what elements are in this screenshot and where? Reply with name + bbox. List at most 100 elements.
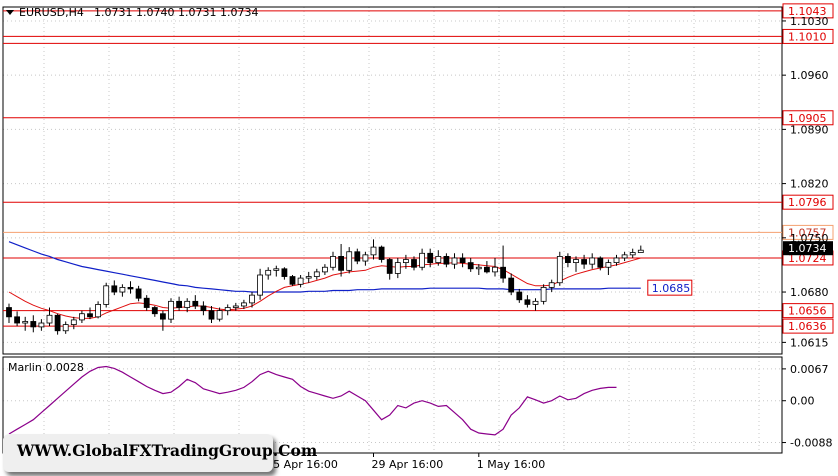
candle-up (330, 256, 336, 268)
time-tick-label: 1 May 16:00 (477, 458, 545, 471)
candle-up (95, 304, 101, 318)
price-pane-frame (2, 6, 783, 355)
candle-down (378, 246, 385, 260)
candle-down (516, 291, 523, 301)
candle-down (54, 314, 61, 332)
candle-up (103, 285, 110, 305)
ma-value-box (647, 279, 693, 296)
level-label: 1.1010 (788, 30, 827, 43)
candle-up (273, 268, 280, 271)
candle-down (354, 251, 361, 262)
candle-up (613, 257, 620, 264)
candle-up (492, 266, 498, 273)
level-label-box (782, 110, 834, 126)
symbol-label: EURUSD,H4 (19, 6, 84, 19)
candle-down (581, 259, 587, 265)
candle-down (338, 256, 345, 271)
candle-up (297, 277, 304, 285)
candle-up (532, 300, 539, 305)
moving-averages: 1.0685 (8, 241, 693, 319)
candle-down (176, 300, 183, 308)
level-label-box (782, 318, 834, 334)
candle-up (637, 249, 644, 253)
candle-up (224, 307, 231, 312)
candle-up (249, 294, 255, 304)
candle-down (289, 276, 296, 285)
price-tick-label: 1.0820 (790, 178, 829, 191)
candle-down (467, 262, 474, 270)
candle-up (362, 254, 369, 262)
indicator-pane: 0.0067 0.00 -0.0088 Marlin 0.0028 (8, 361, 832, 450)
candle-up (621, 254, 628, 259)
candle-down (151, 307, 158, 315)
candle-up (321, 266, 328, 273)
level-label: 1.1043 (788, 5, 827, 18)
candle-up (216, 310, 223, 320)
candle-up (38, 322, 45, 328)
candle-up (240, 302, 247, 307)
ma-slow-line (8, 241, 641, 293)
last-price-label: 1.0734 (788, 242, 827, 255)
level-label: 1.0796 (788, 196, 827, 209)
candle-down (483, 266, 490, 273)
candle-down (500, 266, 507, 279)
candle-down (411, 259, 417, 268)
candle-up (629, 252, 636, 256)
ohlc-values: 1.0731 1.0740 1.0731 1.0734 (94, 6, 258, 19)
candle-down (87, 313, 93, 318)
candle-up (548, 282, 555, 288)
candle-up (313, 271, 320, 277)
indicator-tick-label: 0.00 (790, 395, 815, 408)
candle-down (208, 310, 215, 320)
candle-down (565, 256, 571, 264)
level-label: 1.0905 (788, 112, 827, 125)
price-tick-label: 1.0890 (790, 123, 829, 136)
level-label-box (782, 3, 834, 19)
price-tick-label: 1.0960 (790, 69, 829, 82)
candle-down (14, 316, 21, 324)
candle-up (184, 300, 191, 308)
candle-up (119, 286, 126, 293)
candle-up (62, 324, 69, 332)
candle-down (159, 313, 166, 320)
candle-down (200, 305, 207, 312)
candle-up (22, 321, 29, 324)
candle-up (265, 269, 272, 276)
price-axis: 1.10301.09601.08901.08201.07501.06801.06… (782, 15, 833, 349)
candle-down (192, 300, 199, 307)
watermark: WWW.GlobalFXTradingGroup.Com (3, 434, 317, 472)
price-tick-label: 1.0680 (790, 286, 829, 299)
candle-down (6, 307, 12, 318)
level-label: 1.0656 (788, 305, 827, 318)
candle-down (459, 257, 466, 264)
candle-up (305, 276, 312, 279)
price-levels: 1.10431.10101.09051.07961.07571.07241.06… (3, 3, 834, 334)
candle-down (524, 299, 531, 305)
candle-up (70, 319, 77, 325)
level-label-box (782, 224, 834, 240)
level-label: 1.0636 (788, 320, 827, 333)
candles (6, 239, 644, 335)
candle-down (597, 257, 604, 268)
last-price-box (783, 241, 833, 256)
candle-down (508, 277, 515, 293)
price-tick-label: 1.1030 (790, 15, 829, 28)
candle-down (443, 256, 450, 265)
candle-down (143, 297, 150, 308)
candle-up (589, 257, 596, 265)
candle-up (451, 257, 458, 265)
ma-value-label: 1.0685 (652, 282, 691, 295)
chart-header: EURUSD,H4 1.0731 1.0740 1.0731 1.0734 (6, 6, 258, 19)
candle-up (370, 246, 377, 256)
time-tick-label: 29 Apr 16:00 (372, 458, 444, 471)
candle-down (386, 259, 393, 274)
candle-up (79, 313, 85, 321)
candle-up (475, 266, 482, 270)
candle-up (540, 286, 547, 302)
price-tick-label: 1.0615 (790, 336, 829, 349)
candle-up (232, 305, 239, 308)
candle-up (435, 256, 442, 264)
level-label-box (782, 303, 834, 319)
candle-down (127, 286, 134, 290)
candle-down (111, 285, 118, 293)
